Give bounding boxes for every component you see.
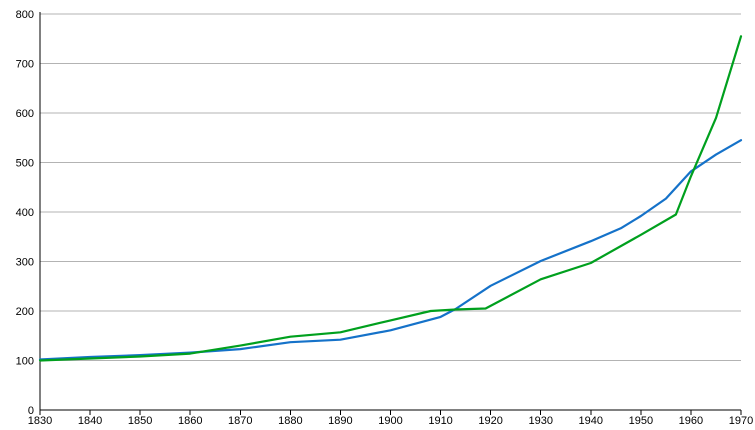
y-tick-label: 800	[16, 9, 34, 21]
y-tick-label: 500	[16, 158, 34, 170]
x-tick-label: 1970	[729, 415, 753, 427]
x-tick-label: 1960	[679, 415, 703, 427]
y-tick-label: 300	[16, 257, 34, 269]
x-tick-label: 1900	[378, 415, 402, 427]
x-tick-label: 1840	[78, 415, 102, 427]
y-tick-label: 400	[16, 207, 34, 219]
axes-group	[39, 12, 742, 415]
y-tick-label: 100	[16, 356, 34, 368]
y-tick-label: 200	[16, 306, 34, 318]
x-tick-label: 1850	[128, 415, 152, 427]
x-tick-label: 1860	[178, 415, 202, 427]
green-series-line	[38, 35, 743, 362]
y-tick-label: 0	[28, 405, 34, 417]
x-tick-label: 1920	[478, 415, 502, 427]
blue-series-line	[38, 139, 743, 361]
x-tick-label: 1830	[28, 415, 52, 427]
y-tick-label: 600	[16, 108, 34, 120]
x-tick-label: 1880	[278, 415, 302, 427]
x-tick-label: 1890	[328, 415, 352, 427]
y-tick-label: 700	[16, 59, 34, 71]
gridlines-group	[40, 13, 741, 361]
x-tick-label: 1910	[428, 415, 452, 427]
x-tick-label: 1950	[629, 415, 653, 427]
x-tick-label: 1870	[228, 415, 252, 427]
x-tick-label: 1940	[579, 415, 603, 427]
series-group	[38, 35, 743, 362]
x-tick-label: 1930	[528, 415, 552, 427]
tick-labels-group: 0 100 200 300 400 500 600 700 800 1830 1840 1850 186…	[16, 9, 754, 427]
